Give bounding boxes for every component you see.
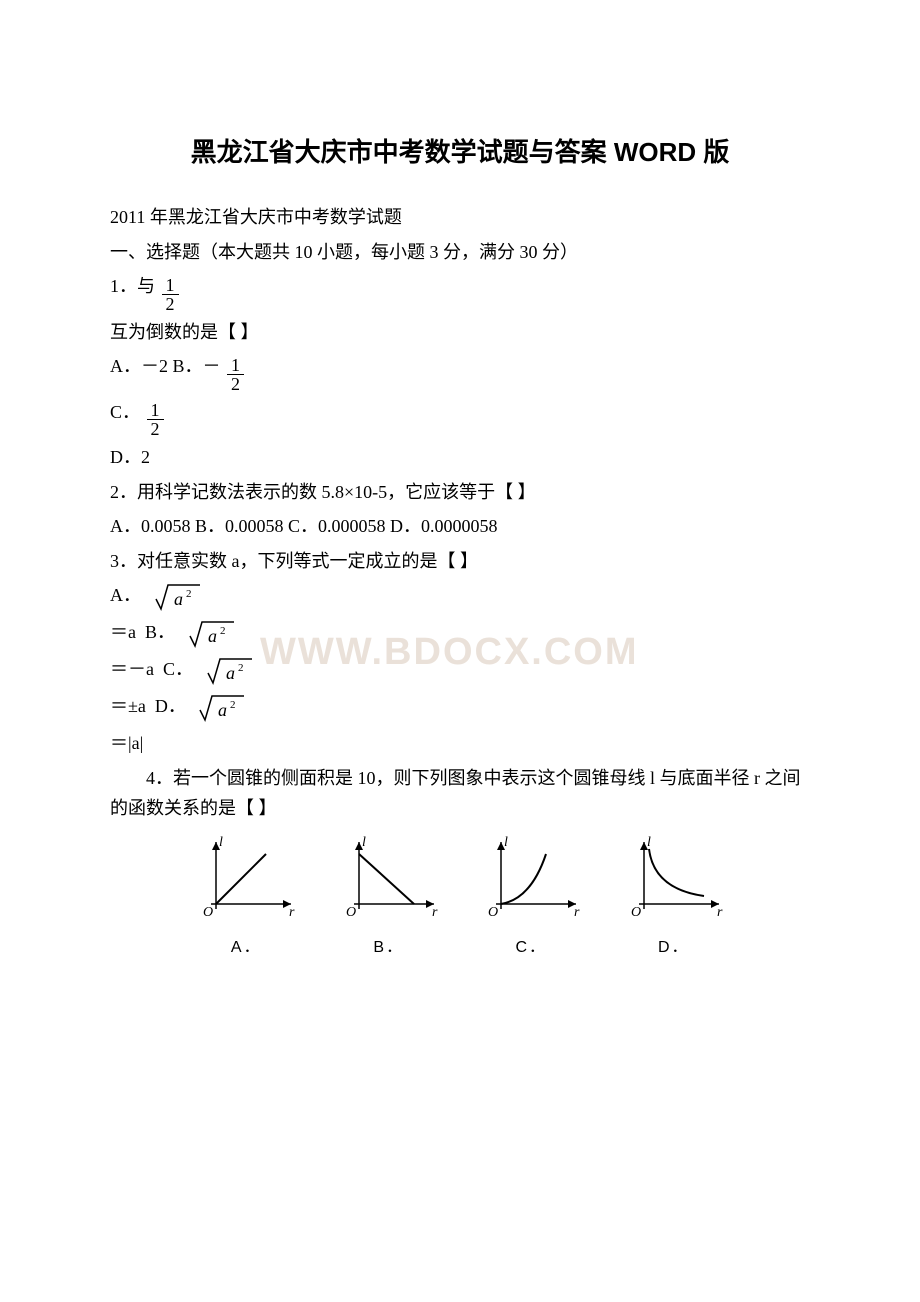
q3-b-label: B． <box>145 622 175 642</box>
svg-text:O: O <box>631 905 641 919</box>
q3-eq-a: ＝a <box>110 622 136 642</box>
q2-text: 2．用科学记数法表示的数 5.8×10-5，它应该等于【 】 <box>110 477 810 508</box>
graph-b: l r O B． <box>334 834 444 962</box>
graph-c: l r O C． <box>476 834 586 962</box>
svg-text:2: 2 <box>238 662 244 674</box>
svg-text:l: l <box>362 835 366 850</box>
svg-text:2: 2 <box>230 699 236 711</box>
sqrt-a-squared: a 2 <box>206 655 254 687</box>
svg-text:O: O <box>203 905 213 919</box>
svg-text:a: a <box>174 589 183 609</box>
svg-text:O: O <box>488 905 498 919</box>
q1-opt-d-label: D．2 <box>110 447 150 467</box>
q1-options-ab: A．－2 B．－ 12 <box>110 351 810 392</box>
svg-text:r: r <box>289 905 295 919</box>
svg-text:2: 2 <box>186 588 192 600</box>
q2-options: A．0.0058 B．0.00058 C．0.000058 D．0.000005… <box>110 511 810 542</box>
svg-text:l: l <box>504 835 508 850</box>
graph-d: l r O D． <box>619 834 729 962</box>
section-heading: 一、选择题（本大题共 10 小题，每小题 3 分，满分 30 分） <box>110 237 810 268</box>
sqrt-a-squared: a 2 <box>198 692 246 724</box>
sqrt-a-squared: a 2 <box>154 581 202 613</box>
graph-a-label: A． <box>191 934 301 961</box>
graph-c-label: C． <box>476 934 586 961</box>
q1-text-a: 1．与 <box>110 276 155 296</box>
svg-text:r: r <box>717 905 723 919</box>
q1-line2: 互为倒数的是【 】 <box>110 317 810 348</box>
svg-text:a: a <box>218 700 227 720</box>
q4-text: 4．若一个圆锥的侧面积是 10，则下列图象中表示这个圆锥母线 l 与底面半径 r… <box>110 763 810 824</box>
q1-opt-b: B．－ <box>173 356 221 376</box>
svg-text:r: r <box>432 905 438 919</box>
q3-eq-pm: ＝±a <box>110 696 146 716</box>
fraction-one-half: 12 <box>147 401 164 438</box>
q3-option-c: ＝－a C． a 2 <box>110 654 810 687</box>
q3-eq-abs: ＝|a| <box>110 728 810 759</box>
q3-text: 3．对任意实数 a，下列等式一定成立的是【 】 <box>110 546 810 577</box>
q3-a-label: A． <box>110 585 141 605</box>
q1-opt-c-label: C． <box>110 402 140 422</box>
q1-option-c: C． 12 <box>110 397 810 438</box>
subtitle: 2011 年黑龙江省大庆市中考数学试题 <box>110 202 810 233</box>
graph-d-label: D． <box>619 934 729 961</box>
q3-option-a: A． a 2 <box>110 580 810 613</box>
graph-b-label: B． <box>334 934 444 961</box>
svg-text:O: O <box>346 905 356 919</box>
q3-option-b: ＝a B． a 2 <box>110 617 810 650</box>
q3-eq-ma: ＝－a <box>110 659 154 679</box>
fraction-one-half: 12 <box>227 356 244 393</box>
q3-option-d: ＝±a D． a 2 <box>110 691 810 724</box>
svg-text:a: a <box>208 626 217 646</box>
svg-text:r: r <box>574 905 580 919</box>
svg-text:a: a <box>226 663 235 683</box>
graph-row: l r O A． l r O B． <box>110 834 810 962</box>
graph-a: l r O A． <box>191 834 301 962</box>
q1-opt-a: A．－2 <box>110 356 168 376</box>
q3-c-label: C． <box>163 659 193 679</box>
fraction-one-half: 12 <box>162 276 179 313</box>
svg-text:2: 2 <box>220 625 226 637</box>
q1-line1: 1．与 12 <box>110 271 810 312</box>
svg-text:l: l <box>219 835 223 850</box>
sqrt-a-squared: a 2 <box>188 618 236 650</box>
page-title: 黑龙江省大庆市中考数学试题与答案 WORD 版 <box>110 130 810 174</box>
q1-option-d: D．2 <box>110 442 810 473</box>
q3-d-label: D． <box>155 696 186 716</box>
svg-text:l: l <box>647 835 651 850</box>
